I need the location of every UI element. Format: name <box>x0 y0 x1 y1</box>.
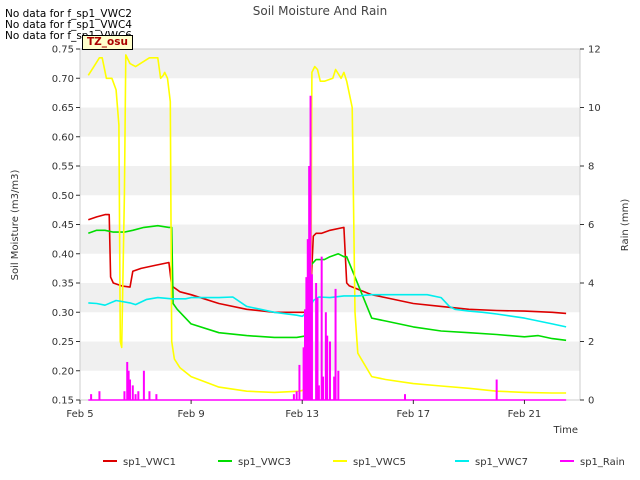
y-tick-label: 0.60 <box>52 132 74 143</box>
y-tick-label: 0.35 <box>52 279 74 290</box>
y-axis-label-left: Soil Moisture (m3/m3) <box>10 170 21 281</box>
x-axis-label: Time <box>553 425 578 436</box>
no-data-message: No data for f_sp1_VWC6 <box>5 30 132 42</box>
x-tick-label: Feb 9 <box>177 409 204 420</box>
series-line-sp1_VWC1 <box>88 213 567 315</box>
no-data-message: No data for f_sp1_VWC4 <box>5 19 132 31</box>
series-line-sp1_VWC5 <box>87 54 567 394</box>
y-tick-label: 0.75 <box>52 45 74 56</box>
y-right-tick-label: 4 <box>588 279 594 290</box>
legend-label: sp1_VWC5 <box>353 457 406 468</box>
grid-band <box>80 224 580 254</box>
legend-label: sp1_Rain <box>580 457 625 468</box>
grid-band <box>80 166 580 196</box>
y-right-tick-label: 0 <box>588 396 594 407</box>
y-tick-label: 0.20 <box>52 366 74 377</box>
y-tick-label: 0.30 <box>52 308 74 319</box>
x-tick-label: Feb 21 <box>508 409 542 420</box>
grid-band <box>80 49 580 79</box>
legend-label: sp1_VWC3 <box>238 457 291 468</box>
no-data-message: No data for f_sp1_VWC2 <box>5 8 132 20</box>
y-tick-label: 0.70 <box>52 74 74 85</box>
x-tick-label: Feb 17 <box>397 409 431 420</box>
grid-band <box>80 107 580 137</box>
chart-title: Soil Moisture And Rain <box>253 4 388 18</box>
legend-label: sp1_VWC1 <box>123 457 176 468</box>
legend: sp1_VWC1 sp1_VWC3 sp1_VWC5 sp1_VWC7 sp1_Rain <box>103 457 625 468</box>
y-tick-label: 0.45 <box>52 220 74 231</box>
y-tick-label: 0.65 <box>52 103 74 114</box>
y-tick-label: 0.40 <box>52 249 74 260</box>
y-right-tick-label: 12 <box>588 45 601 56</box>
y-right-tick-label: 8 <box>588 162 594 173</box>
y-tick-label: 0.50 <box>52 191 74 202</box>
y-right-tick-label: 10 <box>588 103 601 114</box>
x-tick-label: Feb 13 <box>285 409 319 420</box>
x-tick-label: Feb 5 <box>66 409 93 420</box>
y-tick-label: 0.55 <box>52 162 74 173</box>
y-tick-label: 0.25 <box>52 337 74 348</box>
y-right-tick-label: 2 <box>588 337 594 348</box>
timezone-badge: TZ_osu <box>82 35 133 50</box>
y-tick-label: 0.15 <box>52 396 74 407</box>
y-axis-label-right: Rain (mm) <box>620 199 631 252</box>
y-right-tick-label: 6 <box>588 220 594 231</box>
legend-label: sp1_VWC7 <box>475 457 528 468</box>
